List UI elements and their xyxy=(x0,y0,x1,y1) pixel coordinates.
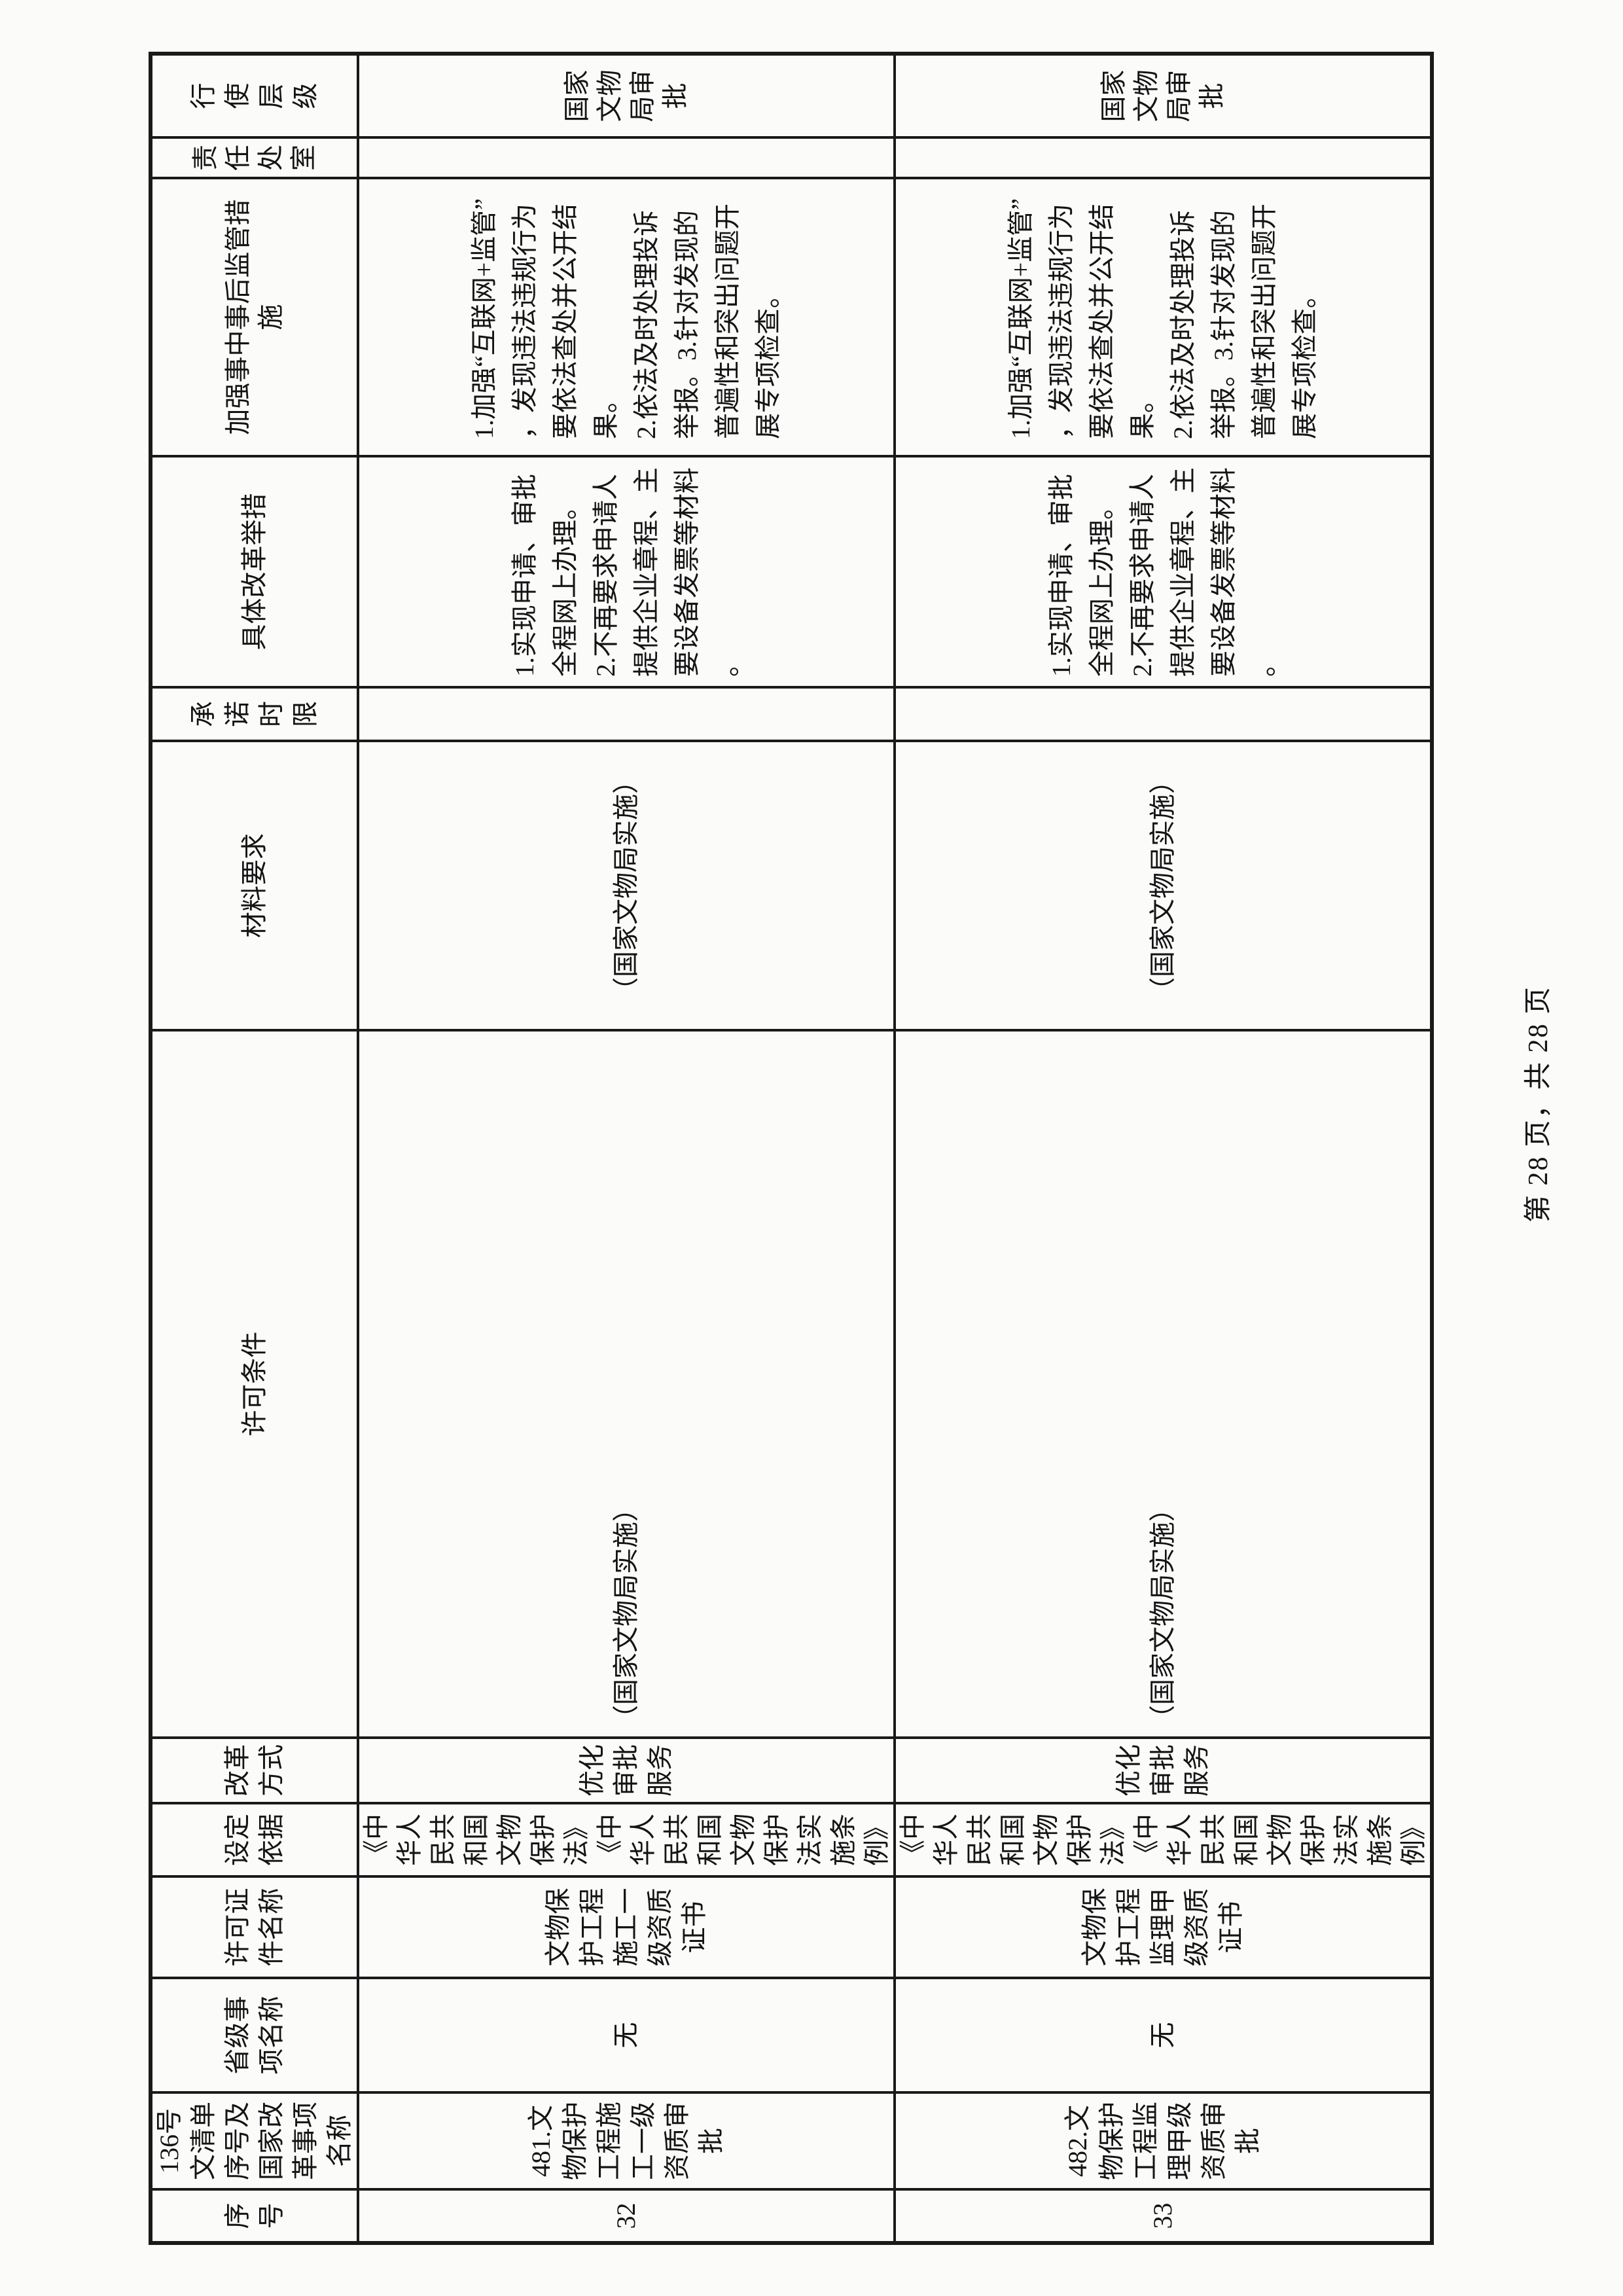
cell-seq-482: 33 xyxy=(895,2189,1432,2243)
col-header-responsible-office: 责任处室 xyxy=(151,137,358,178)
col-header-provincial-item-name: 省级事项名称 xyxy=(151,1978,358,2092)
table-row-item-482: 33 482.文物保护工程监理甲级资质审批 无 文物保护工程监理甲级资质证书 《… xyxy=(895,54,1432,2243)
cell-exercise-level-482: 国家文物局审批 xyxy=(895,54,1432,137)
cell-material-requirements-482: （国家文物局实施） xyxy=(895,741,1432,1030)
col-header-material-requirements: 材料要求 xyxy=(151,741,358,1030)
cell-material-requirements-481: （国家文物局实施） xyxy=(358,741,895,1030)
cell-seq-481: 32 xyxy=(358,2189,895,2243)
cell-supervision-measures-481: 1.加强“互联网+监管”，发现违法违规行为要依法查处并公开结果。 2.依法及时处… xyxy=(358,178,895,456)
cell-reform-mode-482: 优化审批服务 xyxy=(895,1738,1432,1803)
cell-reform-mode-481: 优化审批服务 xyxy=(358,1738,895,1803)
cell-provincial-item-482: 无 xyxy=(895,1978,1432,2092)
cell-license-name-481: 文物保护工程施工一级资质证书 xyxy=(358,1876,895,1978)
cell-item-name-481: 481.文物保护工程施工一级资质审批 xyxy=(358,2092,895,2189)
cell-license-name-482: 文物保护工程监理甲级资质证书 xyxy=(895,1876,1432,1978)
col-header-reform-mode: 改革方式 xyxy=(151,1738,358,1803)
col-header-exercise-level: 行使层级 xyxy=(151,54,358,137)
cell-promised-time-limit-481 xyxy=(358,687,895,741)
cell-reform-measures-482: 1.实现申请、审批全程网上办理。 2.不再要求申请人提供企业章程、主要设备发票等… xyxy=(895,456,1432,687)
col-header-supervision-measures: 加强事中事后监管措施 xyxy=(151,178,358,456)
col-header-promised-time-limit: 承诺时限 xyxy=(151,687,358,741)
col-header-national-item-name: 136号文清单序号及国家改革事项名称 xyxy=(151,2092,358,2189)
cell-responsible-office-481 xyxy=(358,137,895,178)
cell-reform-measures-481: 1.实现申请、审批全程网上办理。 2.不再要求申请人提供企业章程、主要设备发票等… xyxy=(358,456,895,687)
table-row-item-481: 32 481.文物保护工程施工一级资质审批 无 文物保护工程施工一级资质证书 《… xyxy=(358,54,895,2243)
cell-supervision-measures-482: 1.加强“互联网+监管”，发现违法违规行为要依法查处并公开结果。 2.依法及时处… xyxy=(895,178,1432,456)
cell-legal-basis-481: 《中华人民共和国文物保护法》《中华人民共和国文物保护法实施条例》 xyxy=(358,1803,895,1876)
cell-license-conditions-481: （国家文物局实施） xyxy=(358,1030,895,1738)
col-header-license-name: 许可证件名称 xyxy=(151,1876,358,1978)
col-header-legal-basis: 设定依据 xyxy=(151,1803,358,1876)
cell-provincial-item-481: 无 xyxy=(358,1978,895,2092)
page-footer: 第 28 页，共 28 页 xyxy=(1524,985,1554,1223)
table-header-row: 序号 136号文清单序号及国家改革事项名称 省级事项名称 许可证件名称 设定依据… xyxy=(151,54,358,2243)
col-header-license-conditions: 许可条件 xyxy=(151,1030,358,1738)
col-header-reform-measures: 具体改革举措 xyxy=(151,456,358,687)
col-header-seq: 序号 xyxy=(151,2189,358,2243)
cell-exercise-level-481: 国家文物局审批 xyxy=(358,54,895,137)
approval-items-table: 序号 136号文清单序号及国家改革事项名称 省级事项名称 许可证件名称 设定依据… xyxy=(149,52,1434,2245)
cell-license-conditions-482: （国家文物局实施） xyxy=(895,1030,1432,1738)
cell-responsible-office-482 xyxy=(895,137,1432,178)
cell-legal-basis-482: 《中华人民共和国文物保护法》《中华人民共和国文物保护法实施条例》 xyxy=(895,1803,1432,1876)
cell-item-name-482: 482.文物保护工程监理甲级资质审批 xyxy=(895,2092,1432,2189)
cell-promised-time-limit-482 xyxy=(895,687,1432,741)
